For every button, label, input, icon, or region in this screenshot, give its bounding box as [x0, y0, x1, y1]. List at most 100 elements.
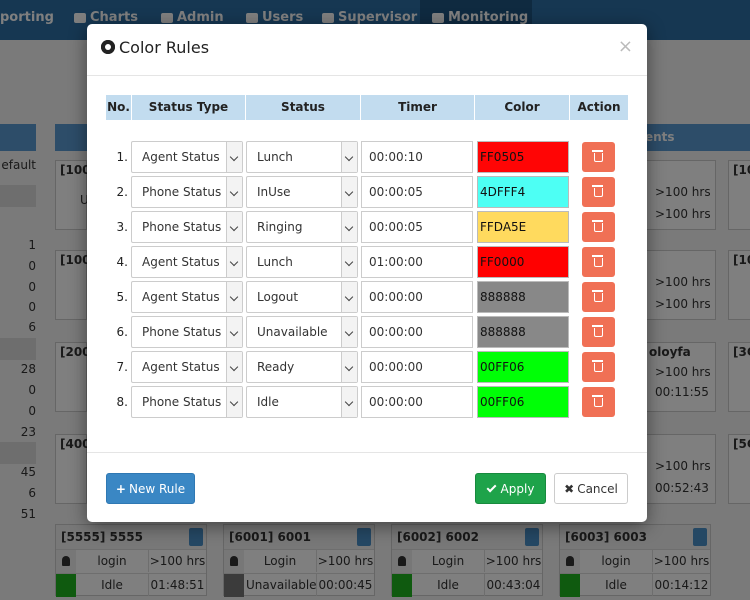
status-value: Unavailable — [257, 325, 328, 339]
status-type-value: Agent Status — [142, 255, 220, 269]
status-type-value: Agent Status — [142, 150, 220, 164]
timer-input[interactable]: 00:00:10 — [361, 141, 473, 173]
cancel-button[interactable]: ✖ Cancel — [554, 473, 628, 504]
modal-footer: + New Rule Apply ✖ Cancel — [87, 452, 647, 522]
status-select[interactable]: Unavailable — [246, 316, 358, 348]
status-type-select[interactable]: Phone Status — [131, 386, 243, 418]
chevron-down-icon — [226, 142, 242, 172]
delete-rule-button[interactable] — [582, 282, 615, 312]
rules-table-header: No. Status Type Status Timer Color Actio… — [106, 95, 628, 120]
delete-rule-button[interactable] — [582, 387, 615, 417]
chevron-down-icon — [226, 247, 242, 277]
rule-number: 3. — [116, 220, 128, 234]
timer-input[interactable]: 01:00:00 — [361, 246, 473, 278]
timer-input[interactable]: 00:00:05 — [361, 211, 473, 243]
color-input[interactable]: 888888 — [477, 316, 569, 348]
rule-number: 4. — [116, 255, 128, 269]
chevron-down-icon — [341, 387, 357, 417]
color-input[interactable]: 00FF06 — [477, 351, 569, 383]
header-status: Status — [246, 95, 361, 120]
timer-input[interactable]: 00:00:00 — [361, 386, 473, 418]
color-input[interactable]: FF0000 — [477, 246, 569, 278]
chevron-down-icon — [341, 142, 357, 172]
chevron-down-icon — [341, 247, 357, 277]
rule-number: 2. — [116, 185, 128, 199]
delete-rule-button[interactable] — [582, 317, 615, 347]
header-no: No. — [106, 95, 132, 120]
new-rule-label: New Rule — [128, 482, 186, 496]
delete-rule-button[interactable] — [582, 212, 615, 242]
trash-icon — [592, 255, 603, 267]
status-type-select[interactable]: Phone Status — [131, 316, 243, 348]
color-input[interactable]: 00FF06 — [477, 386, 569, 418]
rule-row: 2. Phone Status InUse 00:00:05 4DFFF4 — [106, 176, 628, 208]
new-rule-button[interactable]: + New Rule — [106, 473, 195, 504]
status-select[interactable]: Logout — [246, 281, 358, 313]
x-icon: ✖ — [564, 482, 575, 496]
trash-icon — [592, 325, 603, 337]
chevron-down-icon — [226, 387, 242, 417]
status-type-select[interactable]: Agent Status — [131, 281, 243, 313]
rule-number: 1. — [116, 150, 128, 164]
trash-icon — [592, 395, 603, 407]
status-type-select[interactable]: Agent Status — [131, 351, 243, 383]
modal-title-text: Color Rules — [119, 38, 210, 57]
chevron-down-icon — [341, 177, 357, 207]
status-select[interactable]: Lunch — [246, 141, 358, 173]
color-rules-modal: Color Rules × No. Status Type Status Tim… — [87, 24, 647, 522]
chevron-down-icon — [226, 352, 242, 382]
color-input[interactable]: FF0505 — [477, 141, 569, 173]
cancel-label: Cancel — [577, 482, 618, 496]
plus-icon: + — [115, 482, 126, 496]
chevron-down-icon — [341, 352, 357, 382]
chevron-down-icon — [226, 177, 242, 207]
status-type-value: Phone Status — [142, 395, 222, 409]
rule-number: 8. — [116, 395, 128, 409]
status-select[interactable]: Idle — [246, 386, 358, 418]
delete-rule-button[interactable] — [582, 352, 615, 382]
status-select[interactable]: Lunch — [246, 246, 358, 278]
timer-input[interactable]: 00:00:00 — [361, 281, 473, 313]
header-color: Color — [475, 95, 570, 120]
status-type-select[interactable]: Phone Status — [131, 211, 243, 243]
status-type-value: Phone Status — [142, 185, 222, 199]
timer-input[interactable]: 00:00:00 — [361, 316, 473, 348]
trash-icon — [592, 360, 603, 372]
color-input[interactable]: FFDA5E — [477, 211, 569, 243]
status-value: Ringing — [257, 220, 303, 234]
trash-icon — [592, 290, 603, 302]
modal-header: Color Rules × — [87, 24, 647, 76]
rule-number: 5. — [116, 290, 128, 304]
timer-input[interactable]: 00:00:00 — [361, 351, 473, 383]
chevron-down-icon — [341, 317, 357, 347]
color-input[interactable]: 4DFFF4 — [477, 176, 569, 208]
trash-icon — [592, 220, 603, 232]
status-type-select[interactable]: Agent Status — [131, 141, 243, 173]
status-type-select[interactable]: Phone Status — [131, 176, 243, 208]
apply-button[interactable]: Apply — [475, 473, 546, 504]
rule-row: 3. Phone Status Ringing 00:00:05 FFDA5E — [106, 211, 628, 243]
status-value: InUse — [257, 185, 291, 199]
header-status-type: Status Type — [132, 95, 246, 120]
status-value: Lunch — [257, 150, 293, 164]
status-type-select[interactable]: Agent Status — [131, 246, 243, 278]
status-select[interactable]: Ready — [246, 351, 358, 383]
apply-label: Apply — [500, 482, 535, 496]
rule-number: 7. — [116, 360, 128, 374]
delete-rule-button[interactable] — [582, 247, 615, 277]
status-type-value: Agent Status — [142, 360, 220, 374]
status-select[interactable]: Ringing — [246, 211, 358, 243]
status-value: Logout — [257, 290, 299, 304]
timer-input[interactable]: 00:00:05 — [361, 176, 473, 208]
status-select[interactable]: InUse — [246, 176, 358, 208]
status-value: Ready — [257, 360, 295, 374]
header-timer: Timer — [361, 95, 475, 120]
delete-rule-button[interactable] — [582, 142, 615, 172]
color-input[interactable]: 888888 — [477, 281, 569, 313]
close-button[interactable]: × — [617, 36, 633, 57]
status-type-value: Agent Status — [142, 290, 220, 304]
status-value: Lunch — [257, 255, 293, 269]
delete-rule-button[interactable] — [582, 177, 615, 207]
rule-row: 8. Phone Status Idle 00:00:00 00FF06 — [106, 386, 628, 418]
modal-title: Color Rules — [101, 38, 209, 57]
